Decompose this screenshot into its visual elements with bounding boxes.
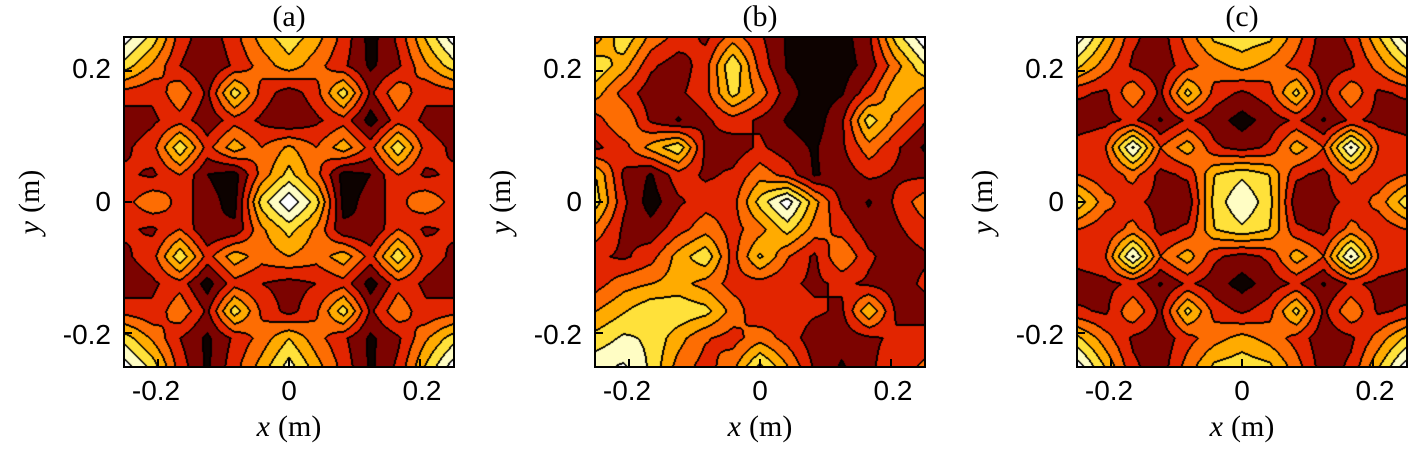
y-axis-label-symbol: y xyxy=(13,221,46,235)
tick-mark xyxy=(125,70,132,72)
x-tick-label: -0.2 xyxy=(1084,375,1134,406)
tick-mark xyxy=(125,332,132,334)
y-axis-label-symbol: y xyxy=(966,221,999,235)
x-tick-label: -0.2 xyxy=(131,375,181,406)
x-axis-label-symbol: x xyxy=(727,410,741,443)
y-tick-label: 0 xyxy=(1048,186,1064,217)
x-tick-label: 0.2 xyxy=(1355,375,1395,406)
y-tick-label: -0.2 xyxy=(62,319,111,350)
panel-title: (a) xyxy=(272,0,306,33)
panel-c: (c) y (m) 0.2 0 -0.2 -0.2 0 0.2 x (m) xyxy=(966,0,1408,454)
tick-mark xyxy=(1078,332,1085,334)
x-tick-label: 0.2 xyxy=(873,375,913,406)
x-axis-label: x (m) xyxy=(594,408,926,446)
y-tick-label: -0.2 xyxy=(1015,319,1064,350)
tick-mark xyxy=(1372,359,1374,366)
y-tick-label: 0.2 xyxy=(1025,53,1064,84)
x-axis-label-symbol: x xyxy=(1209,410,1223,443)
x-axis-label-symbol: x xyxy=(256,410,270,443)
y-tick-label: 0.2 xyxy=(72,53,111,84)
y-tick-label: -0.2 xyxy=(533,319,582,350)
contour-canvas xyxy=(125,38,453,366)
x-axis-label: x (m) xyxy=(123,408,455,446)
tick-mark xyxy=(1078,70,1085,72)
tick-mark xyxy=(1241,359,1243,366)
x-tick-label: 0 xyxy=(1234,375,1250,406)
contour-canvas xyxy=(596,38,924,366)
tick-mark xyxy=(125,201,132,203)
tick-mark xyxy=(596,201,603,203)
x-axis-label-unit: (m) xyxy=(749,410,793,443)
tick-mark xyxy=(596,332,603,334)
x-tick-label: -0.2 xyxy=(602,375,652,406)
x-axis-label-unit: (m) xyxy=(1231,410,1275,443)
axes-box xyxy=(1076,36,1408,368)
x-axis-label-unit: (m) xyxy=(278,410,322,443)
x-tick-label: 0.2 xyxy=(402,375,442,406)
tick-mark xyxy=(759,359,761,366)
tick-mark xyxy=(1078,201,1085,203)
x-axis-label: x (m) xyxy=(1076,408,1408,446)
y-axis-label-symbol: y xyxy=(484,221,517,235)
axes-box xyxy=(123,36,455,368)
panel-title: (c) xyxy=(1225,0,1259,33)
tick-mark xyxy=(1110,359,1112,366)
x-tick-label: 0 xyxy=(281,375,297,406)
y-tick-label: 0 xyxy=(95,186,111,217)
y-tick-label: 0 xyxy=(566,186,582,217)
tick-mark xyxy=(596,70,603,72)
contour-canvas xyxy=(1078,38,1406,366)
tick-mark xyxy=(157,359,159,366)
tick-mark xyxy=(288,359,290,366)
panel-a: (a) y (m) 0.2 0 -0.2 -0.2 0 0.2 x (m) xyxy=(13,0,455,454)
tick-mark xyxy=(628,359,630,366)
x-tick-label: 0 xyxy=(752,375,768,406)
panel-b: (b) y (m) 0.2 0 -0.2 -0.2 0 0.2 x (m) xyxy=(484,0,926,454)
y-tick-label: 0.2 xyxy=(543,53,582,84)
axes-box xyxy=(594,36,926,368)
tick-mark xyxy=(419,359,421,366)
tick-mark xyxy=(890,359,892,366)
panel-title: (b) xyxy=(742,0,778,33)
